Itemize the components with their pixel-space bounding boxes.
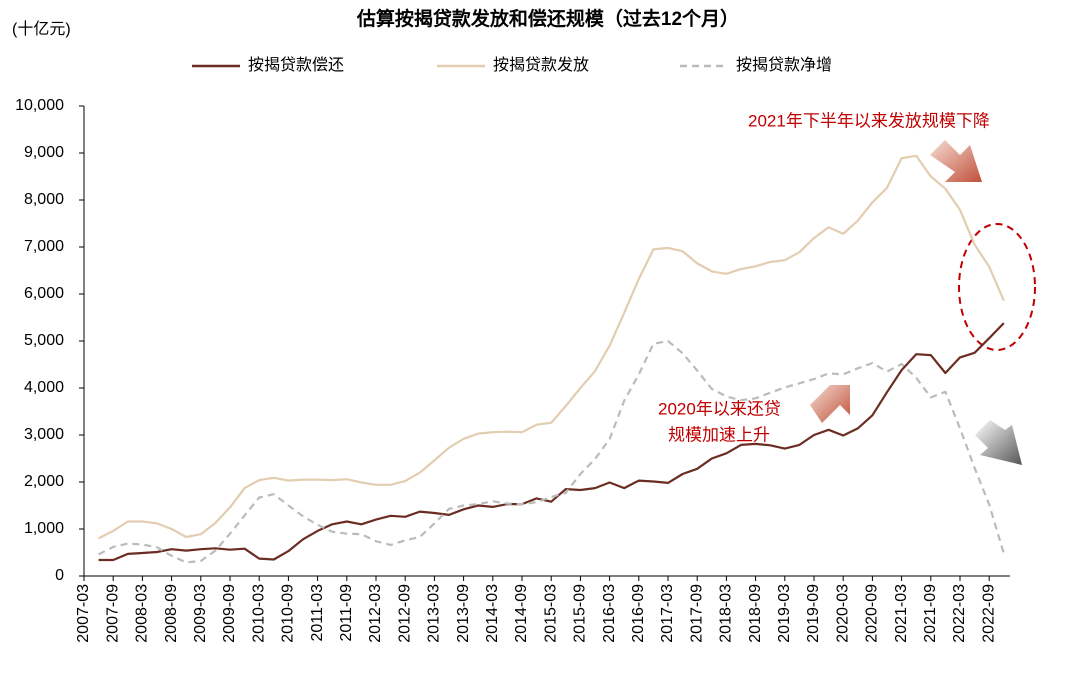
x-tick-label: 2014-09	[513, 584, 530, 643]
legend-label: 按揭贷款偿还	[248, 56, 344, 74]
x-tick-label: 2021-09	[922, 584, 939, 643]
x-tick-label: 2017-03	[659, 584, 676, 643]
y-tick-label: 5,000	[24, 332, 64, 349]
x-tick-label: 2007-03	[75, 584, 92, 643]
y-tick-label: 9,000	[24, 144, 64, 161]
x-tick-label: 2015-09	[572, 584, 589, 643]
x-tick-label: 2016-09	[630, 584, 647, 643]
arrow	[975, 420, 1022, 465]
x-tick-label: 2020-03	[834, 584, 851, 643]
arrow	[810, 385, 850, 423]
x-tick-label: 2010-09	[280, 584, 297, 643]
x-tick-label: 2017-09	[688, 584, 705, 643]
x-tick-label: 2013-03	[426, 584, 443, 643]
y-tick-label: 10,000	[15, 97, 64, 114]
x-tick-label: 2022-03	[951, 584, 968, 643]
y-tick-label: 7,000	[24, 238, 64, 255]
y-tick-label: 1,000	[24, 520, 64, 537]
x-tick-label: 2022-09	[980, 584, 997, 643]
x-tick-label: 2014-03	[484, 584, 501, 643]
x-tick-label: 2018-03	[718, 584, 735, 643]
series-line	[98, 322, 1005, 562]
x-tick-label: 2008-03	[134, 584, 151, 643]
legend-label: 按揭贷款净增	[736, 56, 832, 74]
x-tick-label: 2009-09	[221, 584, 238, 643]
x-tick-label: 2012-03	[367, 584, 384, 643]
x-tick-label: 2019-03	[776, 584, 793, 643]
chart-title: 估算按揭贷款发放和偿还规模（过去12个月）	[356, 7, 739, 30]
x-tick-label: 2016-03	[601, 584, 618, 643]
x-tick-label: 2008-09	[163, 584, 180, 643]
y-tick-label: 2,000	[24, 473, 64, 490]
x-tick-label: 2021-03	[893, 584, 910, 643]
x-tick-label: 2007-09	[104, 584, 121, 643]
x-tick-label: 2015-03	[542, 584, 559, 643]
y-tick-label: 6,000	[24, 285, 64, 302]
annotation: 2021年下半年以来发放规模下降	[748, 111, 990, 130]
y-tick-label: 4,000	[24, 379, 64, 396]
annotation: 2020年以来还贷	[658, 399, 781, 418]
x-tick-label: 2009-03	[192, 584, 209, 643]
y-tick-label: 8,000	[24, 191, 64, 208]
x-tick-label: 2011-09	[338, 584, 355, 642]
y-unit: (十亿元)	[12, 20, 71, 38]
x-tick-label: 2012-09	[396, 584, 413, 643]
legend-label: 按揭贷款发放	[493, 56, 589, 74]
x-tick-label: 2018-09	[747, 584, 764, 643]
highlight-ellipse	[958, 223, 1036, 351]
x-tick-label: 2019-09	[805, 584, 822, 643]
x-tick-label: 2020-09	[864, 584, 881, 643]
x-tick-label: 2010-03	[250, 584, 267, 643]
series-line	[98, 339, 1005, 564]
annotation: 规模加速上升	[668, 425, 770, 444]
series-line	[98, 154, 1005, 540]
arrow	[930, 140, 982, 182]
x-tick-label: 2013-09	[455, 584, 472, 643]
y-tick-label: 3,000	[24, 426, 64, 443]
x-tick-label: 2011-03	[309, 584, 326, 642]
y-tick-label: 0	[55, 567, 64, 584]
